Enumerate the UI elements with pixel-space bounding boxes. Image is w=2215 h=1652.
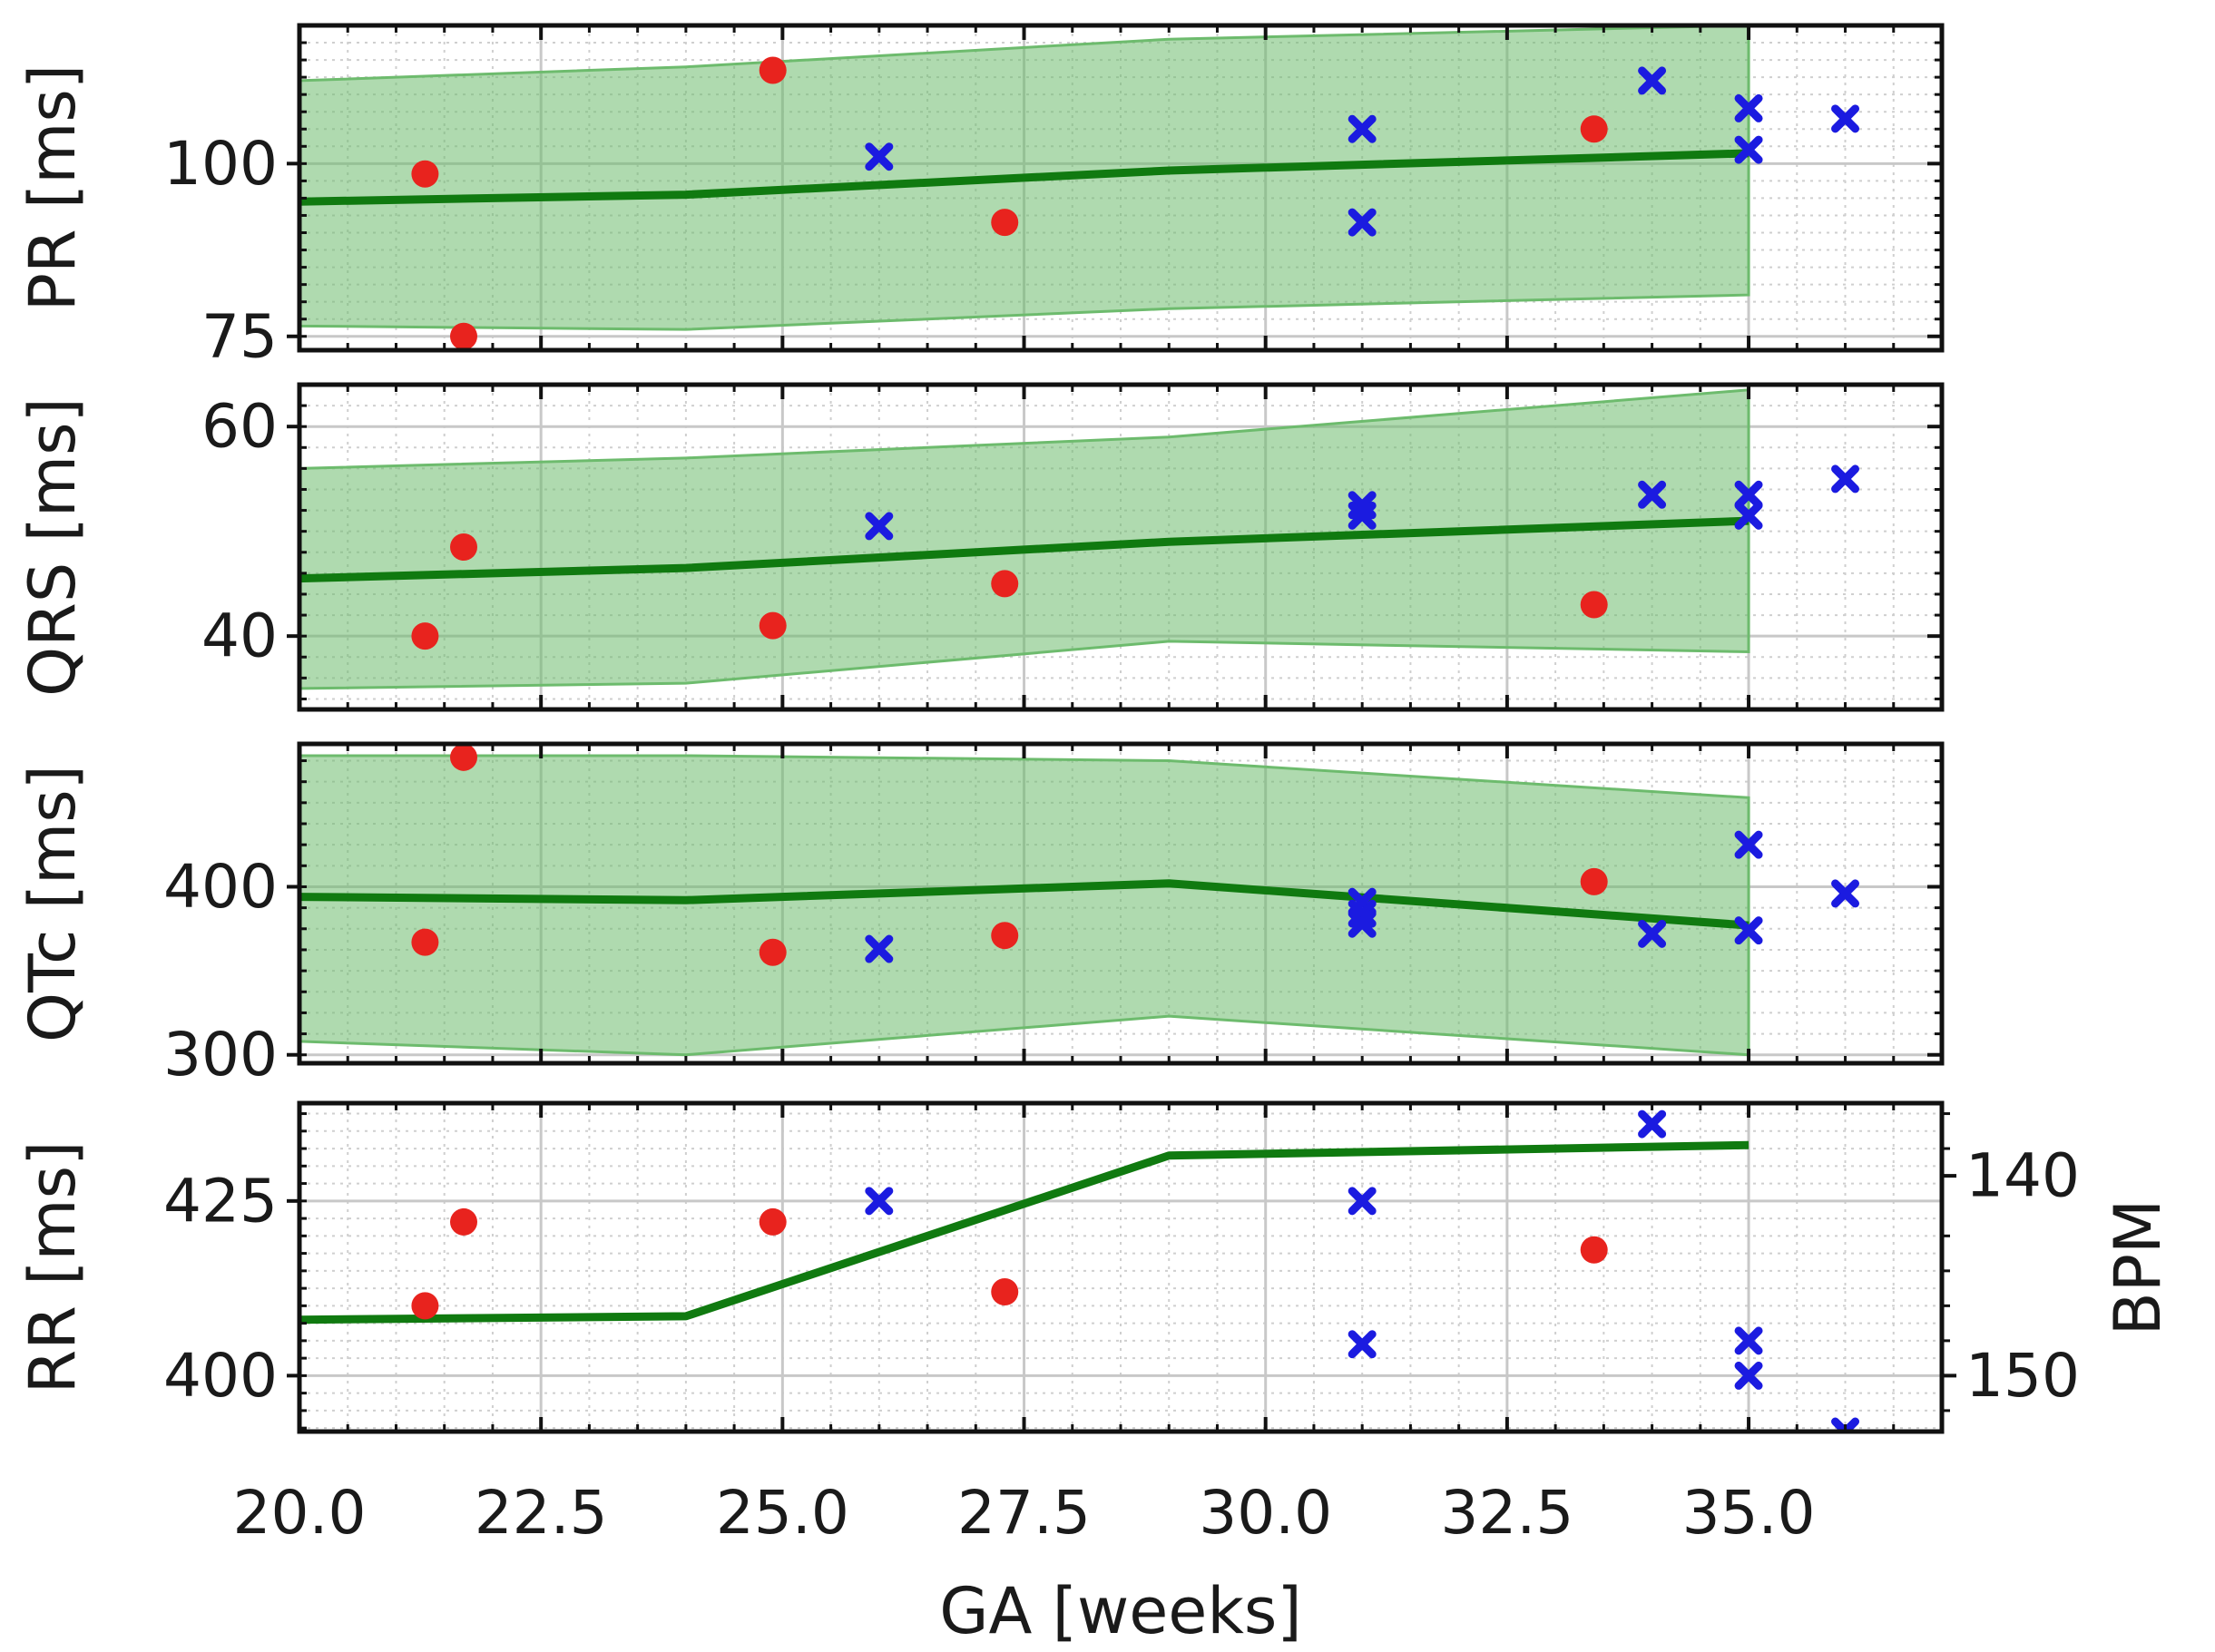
data-point-cross bbox=[865, 934, 894, 963]
y-tick-label: 400 bbox=[163, 1341, 278, 1411]
data-point-cross bbox=[1734, 916, 1763, 945]
x-tick-label: 35.0 bbox=[1682, 1478, 1816, 1548]
data-point-cross bbox=[1638, 66, 1667, 95]
trend-line bbox=[299, 149, 1749, 206]
x-tick-label: 27.5 bbox=[957, 1478, 1091, 1548]
confidence-band bbox=[299, 754, 1750, 1057]
data-point-dot bbox=[759, 1207, 787, 1236]
panel-frame bbox=[297, 741, 1945, 1066]
data-point-dot bbox=[450, 744, 477, 771]
panel-rr: 400 425 RR [ms] 140 150 BPM 20.0 22.5 25.0 27.5 30… bbox=[15, 1100, 2175, 1648]
y-tick-label: 100 bbox=[163, 129, 278, 199]
data-point-dot bbox=[991, 570, 1019, 598]
data-point-dot bbox=[991, 1277, 1019, 1305]
y-tick-label: 400 bbox=[163, 852, 278, 922]
panel-frame bbox=[297, 23, 1945, 353]
panel-frame bbox=[297, 382, 1945, 712]
data-point-dot bbox=[450, 1207, 477, 1236]
data-point-dot bbox=[1580, 1236, 1608, 1264]
data-point-cross bbox=[1348, 1187, 1377, 1216]
data-point-dot bbox=[411, 622, 439, 650]
panel-plot-area bbox=[299, 385, 1942, 709]
data-point-cross bbox=[1348, 208, 1377, 237]
y-tick-label: 40 bbox=[201, 601, 278, 671]
data-point-cross bbox=[1734, 93, 1763, 122]
y-tick-label: 75 bbox=[201, 301, 278, 371]
data-point-cross bbox=[865, 142, 894, 171]
y-axis-label: PR [ms] bbox=[15, 64, 90, 311]
data-point-dot bbox=[1580, 115, 1608, 143]
data-point-cross bbox=[1734, 501, 1763, 530]
data-point-dot bbox=[450, 322, 477, 350]
x-tick-label: 25.0 bbox=[716, 1478, 849, 1548]
data-point-cross bbox=[1734, 480, 1763, 509]
x-axis-label: GA [weeks] bbox=[939, 1574, 1301, 1648]
panel-plot-area bbox=[299, 744, 1942, 1063]
x-tick-label: 30.0 bbox=[1199, 1478, 1332, 1548]
x-tick-label: 20.0 bbox=[233, 1478, 367, 1548]
y-tick-label: 425 bbox=[163, 1166, 278, 1236]
data-point-cross bbox=[865, 512, 894, 541]
data-point-cross bbox=[1734, 1361, 1763, 1390]
data-point-cross bbox=[1734, 135, 1763, 164]
data-point-cross bbox=[1831, 1417, 1860, 1432]
panel-frame bbox=[297, 1100, 1945, 1434]
data-point-cross bbox=[1638, 1109, 1667, 1139]
data-point-dot bbox=[1580, 591, 1608, 619]
panel-pr: 75 100 PR [ms] bbox=[15, 23, 1945, 371]
data-point-dot bbox=[411, 1292, 439, 1320]
data-point-dot bbox=[759, 938, 787, 966]
y-axis-label: QTc [ms] bbox=[15, 765, 90, 1042]
data-point-cross bbox=[1734, 1326, 1763, 1355]
y-tick-label: 60 bbox=[201, 392, 278, 462]
data-point-dot bbox=[411, 928, 439, 956]
data-point-dot bbox=[1580, 867, 1608, 895]
panel-plot-area bbox=[299, 1103, 1942, 1432]
data-point-cross bbox=[1734, 830, 1763, 859]
data-point-dot bbox=[991, 922, 1019, 950]
data-point-dot bbox=[759, 56, 787, 84]
y-tick-label: 300 bbox=[163, 1020, 278, 1090]
data-point-cross bbox=[1831, 879, 1860, 908]
trend-line bbox=[299, 879, 1749, 930]
trend-line bbox=[299, 516, 1749, 583]
data-point-cross bbox=[1638, 919, 1667, 948]
panel-qrs: 40 60 QRS [ms] bbox=[15, 382, 1945, 712]
data-point-cross bbox=[1348, 114, 1377, 143]
data-point-cross bbox=[1638, 480, 1667, 509]
data-point-dot bbox=[759, 611, 787, 640]
panel-plot-area bbox=[299, 25, 1942, 350]
y-axis-label: RR [ms] bbox=[15, 1141, 90, 1394]
trend-line bbox=[299, 1140, 1749, 1325]
panel-qtc: 300 400 QTc [ms] bbox=[15, 741, 1945, 1090]
data-point-cross bbox=[1348, 501, 1377, 530]
right-axis-label: BPM bbox=[2101, 1199, 2175, 1336]
data-point-cross bbox=[1831, 104, 1860, 133]
data-point-cross bbox=[1348, 1330, 1377, 1359]
right-tick-label: 140 bbox=[1965, 1141, 2080, 1211]
data-point-dot bbox=[450, 533, 477, 561]
data-point-cross bbox=[1831, 464, 1860, 494]
x-tick-label: 32.5 bbox=[1440, 1478, 1573, 1548]
confidence-band bbox=[299, 388, 1750, 690]
y-axis-label: QRS [ms] bbox=[15, 397, 90, 697]
data-point-dot bbox=[411, 160, 439, 188]
data-point-cross bbox=[1348, 909, 1377, 938]
data-point-cross bbox=[865, 1187, 894, 1216]
right-tick-label: 150 bbox=[1965, 1341, 2080, 1411]
x-tick-label: 22.5 bbox=[475, 1478, 608, 1548]
data-point-dot bbox=[991, 209, 1019, 237]
